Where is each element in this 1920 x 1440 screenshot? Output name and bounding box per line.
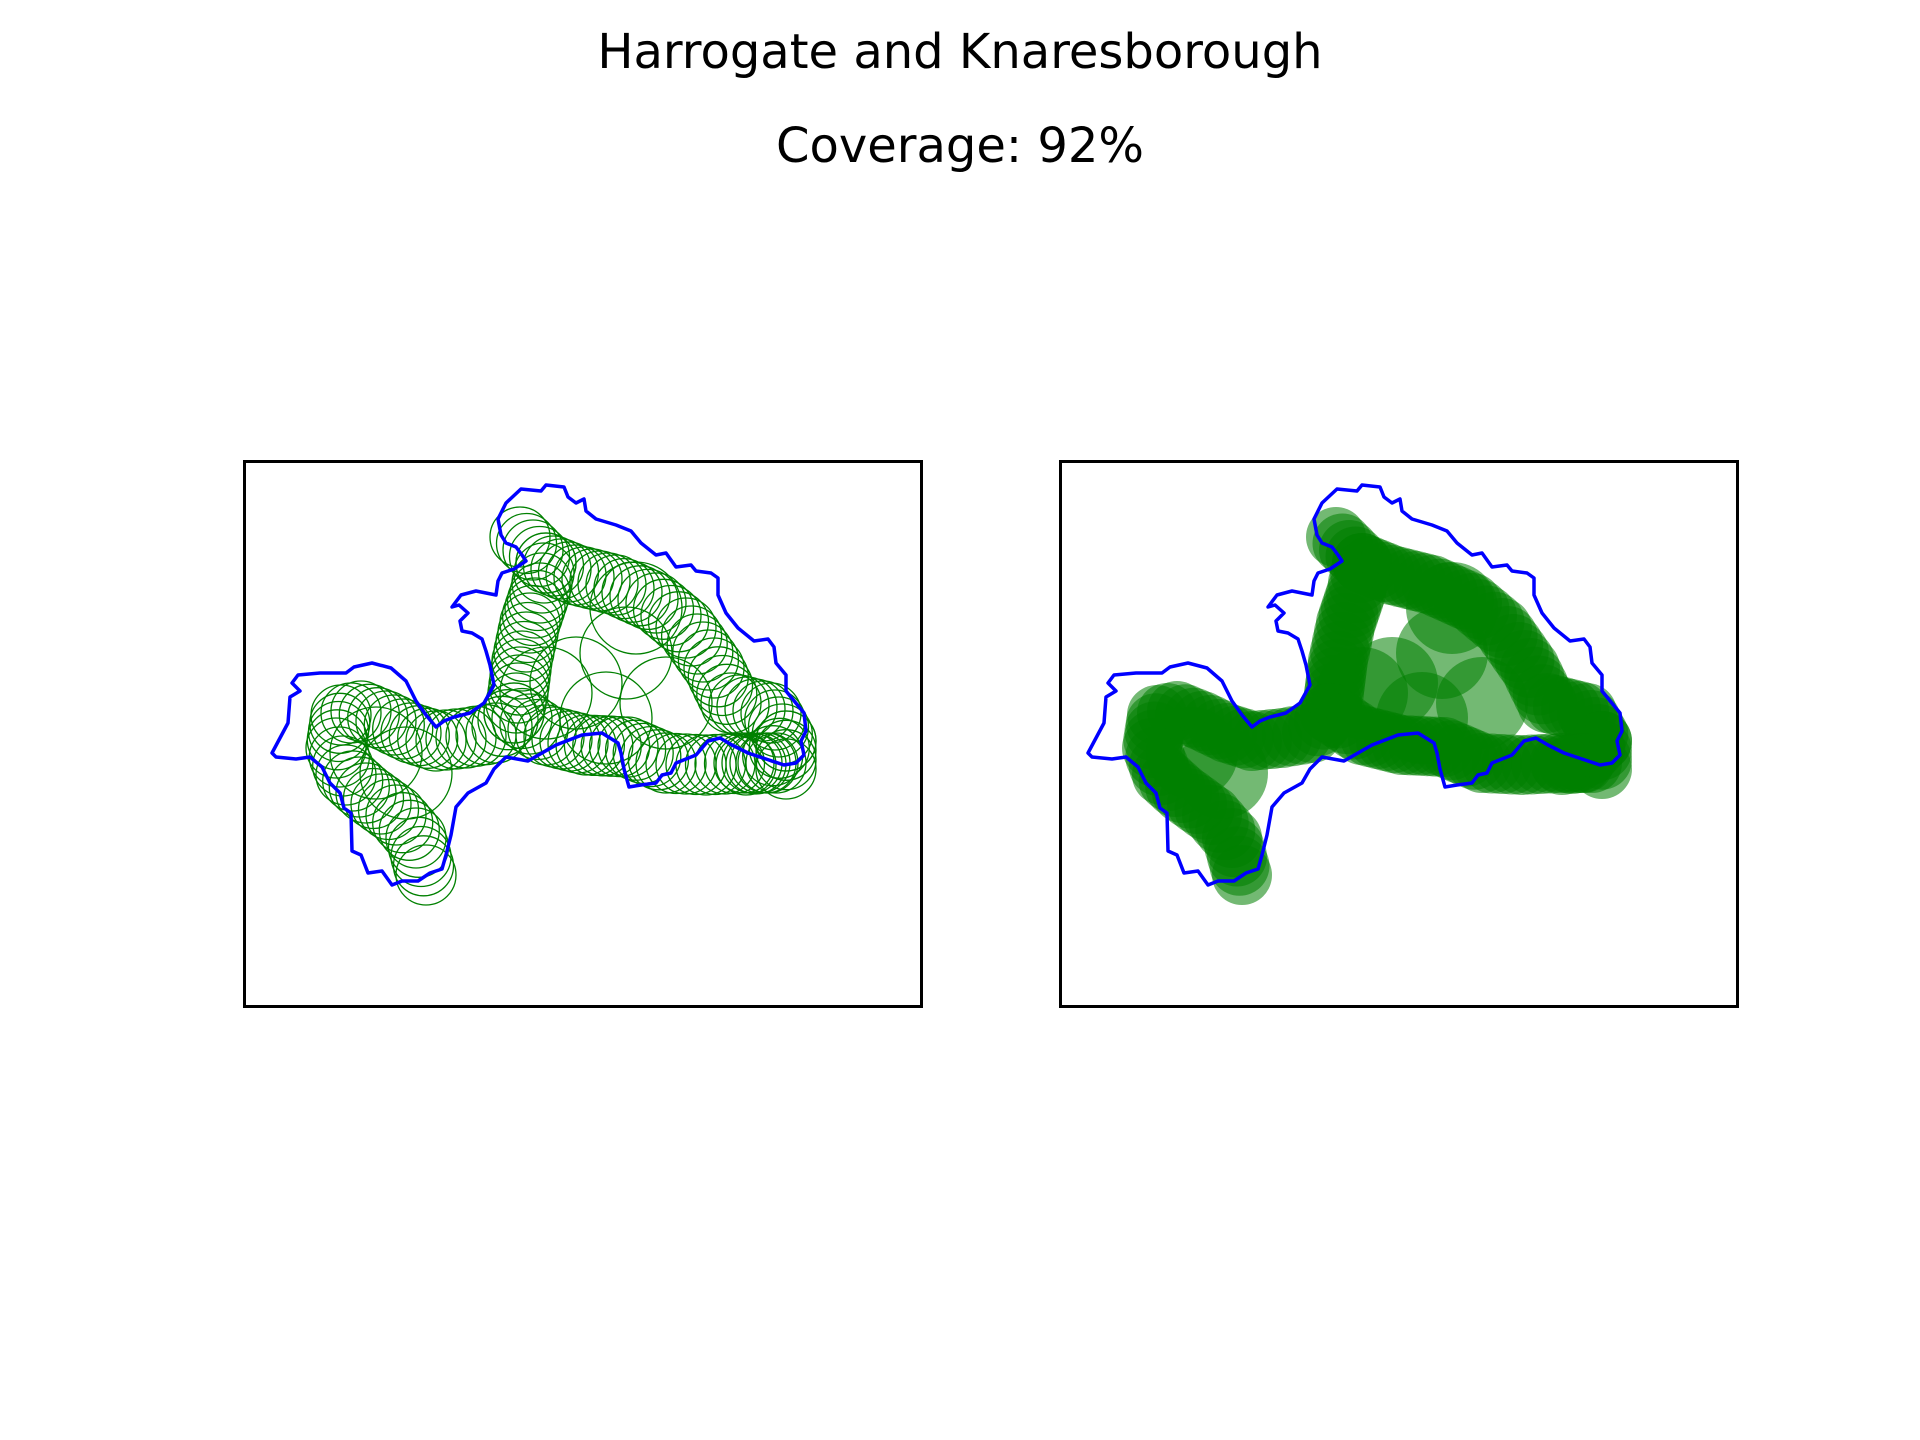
coverage-circle [645,732,707,795]
coverage-circle [755,710,817,772]
coverage-circle [666,613,728,675]
coverage-circle [477,689,539,751]
coverage-circle [355,690,417,752]
coverage-circle [747,696,810,758]
coverage-circle [755,729,817,791]
coverage-circle [504,577,566,639]
coverage-circle [755,719,817,781]
coverage-circle [511,552,573,614]
coverage-circle [372,698,434,760]
coverage-circle [357,778,420,841]
map-panel-filled-circles [1059,460,1739,1008]
coverage-circle [672,621,734,683]
coverage-circle [632,578,695,640]
coverage-circle [435,707,497,769]
coverage-circle [365,784,427,846]
coverage-circle [425,708,487,770]
coverage-circle [322,750,384,812]
coverage-circle [385,807,447,869]
coverage-circle [593,557,655,620]
coverage-circle [338,683,400,745]
coverage-circle [507,698,569,761]
district-boundary [1086,483,1624,887]
coverage-circle [577,552,639,614]
coverage-circle [715,734,777,796]
coverage-circle [640,584,702,647]
coverage-circle [415,709,477,771]
coverage-circle [601,561,663,623]
coverage-circle [647,591,710,653]
map-panel-outline-circles [243,460,923,1008]
coverage-circle [390,825,452,888]
coverage-circle [703,732,766,795]
figure-title: Harrogate and Knaresborough [597,24,1323,80]
coverage-circle [363,694,425,756]
coverage-circle [696,663,758,725]
coverage-circle [372,792,434,854]
coverage-circle [491,687,553,750]
coverage-circle [1532,735,1592,795]
coverage-circle [572,715,634,777]
coverage-circle [506,569,569,632]
coverage-circle [620,725,682,788]
coverage-circle [350,773,412,835]
coverage-circle [609,565,671,627]
coverage-circle [495,512,558,575]
coverage-circle [635,732,697,794]
outline-circles-map [270,483,817,906]
coverage-percentage: Coverage: 92% [775,118,1145,174]
coverage-circle [547,712,609,774]
coverage-circle [392,835,455,897]
coverage-circle [683,637,745,699]
coverage-circle [483,682,545,744]
coverage-circle [660,605,723,667]
filled-circles-map [1086,483,1632,905]
coverage-circle [694,733,756,795]
coverage-circle [588,715,651,778]
coverage-circle [499,646,593,740]
coverage-circle [378,799,440,861]
coverage-circle [691,654,754,717]
coverage-circle [395,844,457,906]
coverage-circle [748,717,810,779]
coverage-circle [312,735,374,797]
coverage-circle [347,687,409,749]
coverage-circle [563,714,626,777]
district-boundary [270,483,808,887]
coverage-circle [509,562,571,624]
